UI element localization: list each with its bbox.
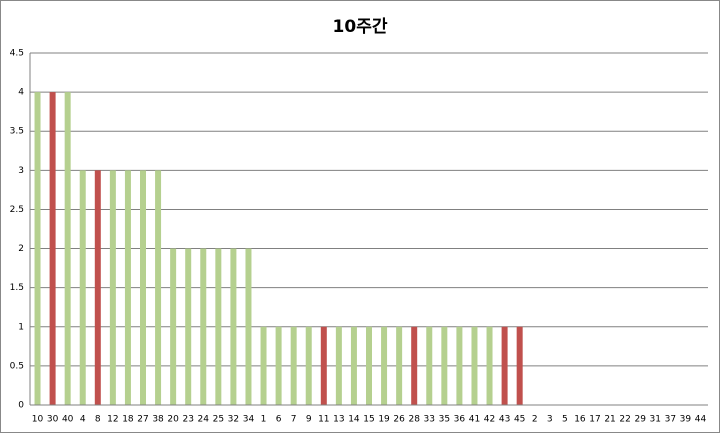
x-tick-label: 32 xyxy=(228,415,239,425)
bar xyxy=(245,248,252,405)
bar xyxy=(230,248,237,405)
bar xyxy=(290,326,297,405)
x-tick-label: 40 xyxy=(62,415,74,425)
x-tick-label: 30 xyxy=(47,415,59,425)
x-tick-label: 38 xyxy=(152,415,164,425)
bar xyxy=(140,170,146,405)
bar xyxy=(426,326,433,405)
x-tick-label: 42 xyxy=(484,415,495,425)
bar xyxy=(516,326,523,405)
y-tick-label: 0 xyxy=(18,401,24,411)
bar xyxy=(275,326,282,405)
bar xyxy=(350,326,357,405)
x-tick-label: 44 xyxy=(695,415,707,425)
y-tick-label: 2.5 xyxy=(10,205,24,215)
x-tick-label: 6 xyxy=(276,415,282,425)
x-tick-label: 12 xyxy=(107,415,118,425)
x-tick-label: 45 xyxy=(514,415,525,425)
x-tick-label: 1 xyxy=(261,415,267,425)
bar xyxy=(501,326,508,405)
x-tick-label: 41 xyxy=(469,415,480,425)
bar xyxy=(79,170,86,405)
x-tick-label: 23 xyxy=(182,415,193,425)
x-tick-label: 3 xyxy=(547,415,553,425)
x-tick-label: 39 xyxy=(680,415,692,425)
x-tick-label: 2 xyxy=(532,415,538,425)
x-tick-label: 17 xyxy=(589,415,600,425)
bar xyxy=(456,326,463,405)
bar xyxy=(185,248,192,405)
bar xyxy=(381,326,388,405)
y-tick-label: 4 xyxy=(18,88,24,98)
x-tick-label: 22 xyxy=(619,415,630,425)
x-tick-label: 14 xyxy=(348,415,360,425)
bar xyxy=(366,326,372,405)
x-tick-label: 43 xyxy=(499,415,510,425)
bar xyxy=(109,170,116,405)
x-tick-label: 8 xyxy=(95,415,101,425)
x-tick-label: 13 xyxy=(333,415,344,425)
x-tick-label: 34 xyxy=(243,415,255,425)
x-tick-label: 35 xyxy=(439,415,450,425)
bar xyxy=(486,326,493,405)
bar xyxy=(124,170,131,405)
chart-title: 10주간 xyxy=(333,17,388,37)
x-tick-label: 7 xyxy=(291,415,297,425)
bar xyxy=(200,248,207,405)
x-tick-label: 21 xyxy=(604,415,615,425)
x-tick-label: 28 xyxy=(408,415,420,425)
x-tick-label: 26 xyxy=(393,415,405,425)
x-tick-label: 4 xyxy=(80,415,86,425)
x-tick-label: 11 xyxy=(318,415,329,425)
x-tick-label: 25 xyxy=(213,415,224,425)
bar xyxy=(396,326,403,405)
x-tick-label: 31 xyxy=(650,415,661,425)
bar xyxy=(170,248,177,405)
bar xyxy=(305,326,312,405)
x-tick-label: 19 xyxy=(378,415,390,425)
bar xyxy=(215,248,222,405)
y-tick-label: 1 xyxy=(18,322,24,332)
x-tick-label: 36 xyxy=(454,415,466,425)
x-tick-label: 10 xyxy=(32,415,44,425)
x-tick-label: 5 xyxy=(562,415,568,425)
y-tick-label: 4.5 xyxy=(10,49,24,59)
y-tick-label: 3 xyxy=(18,166,24,176)
x-tick-label: 15 xyxy=(363,415,374,425)
x-tick-label: 16 xyxy=(574,415,586,425)
x-tick-label: 20 xyxy=(167,415,179,425)
bar xyxy=(441,326,448,405)
x-tick-label: 33 xyxy=(424,415,435,425)
y-tick-label: 3.5 xyxy=(10,127,24,137)
y-tick-label: 2 xyxy=(18,244,24,254)
bar xyxy=(94,170,101,405)
y-tick-label: 1.5 xyxy=(10,283,24,293)
x-tick-label: 27 xyxy=(137,415,148,425)
bar xyxy=(320,326,327,405)
x-tick-label: 9 xyxy=(306,415,312,425)
bar xyxy=(411,326,418,405)
bar xyxy=(34,92,41,405)
y-tick-label: 0.5 xyxy=(10,361,24,371)
bar xyxy=(64,92,71,405)
x-tick-label: 29 xyxy=(634,415,646,425)
bar xyxy=(49,92,56,405)
bar xyxy=(471,326,478,405)
x-tick-label: 18 xyxy=(122,415,134,425)
bar xyxy=(335,326,342,405)
x-tick-label: 37 xyxy=(665,415,676,425)
bar xyxy=(155,170,162,405)
bar xyxy=(260,326,267,405)
x-tick-label: 24 xyxy=(198,415,210,425)
